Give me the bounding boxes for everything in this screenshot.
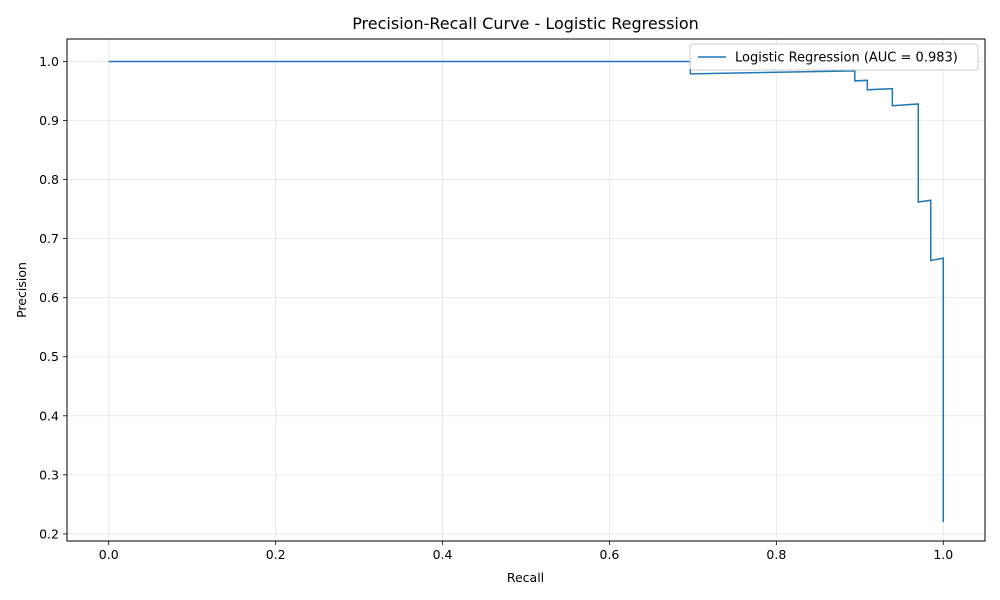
x-axis: 0.0 0.2 0.4 0.6 0.8 1.0 <box>99 541 953 562</box>
y-tick-label: 0.7 <box>39 231 59 246</box>
legend-box <box>689 43 979 71</box>
x-tick-label: 0.0 <box>99 547 119 562</box>
x-tick-label: 0.8 <box>766 547 786 562</box>
legend-label: Logistic Regression (AUC = 0.983) <box>735 51 958 66</box>
x-axis-label: Recall <box>507 570 544 585</box>
y-axis-label: Precision <box>14 262 29 318</box>
x-tick-label: 0.2 <box>266 547 286 562</box>
x-tick-label: 0.4 <box>433 547 453 562</box>
x-tick-label: 1.0 <box>933 547 953 562</box>
pr-curve-line <box>108 60 945 523</box>
y-tick-label: 0.9 <box>39 113 59 128</box>
chart-title: Precision-Recall Curve - Logistic Regres… <box>352 14 699 33</box>
y-axis: 0.2 0.3 0.4 0.5 0.6 0.7 0.8 0.9 1.0 <box>39 54 67 541</box>
y-tick-label: 0.2 <box>39 526 59 541</box>
y-tick-label: 1.0 <box>39 54 59 69</box>
y-tick-label: 0.4 <box>39 408 59 423</box>
x-tick-label: 0.6 <box>600 547 620 562</box>
y-tick-label: 0.5 <box>39 349 59 364</box>
y-tick-label: 0.8 <box>39 172 59 187</box>
series-layer <box>108 60 945 523</box>
y-tick-label: 0.6 <box>39 290 59 305</box>
legend: Logistic Regression (AUC = 0.983) <box>689 43 979 71</box>
plot-frame <box>66 38 986 542</box>
y-tick-label: 0.3 <box>39 467 59 482</box>
grid <box>67 39 985 541</box>
